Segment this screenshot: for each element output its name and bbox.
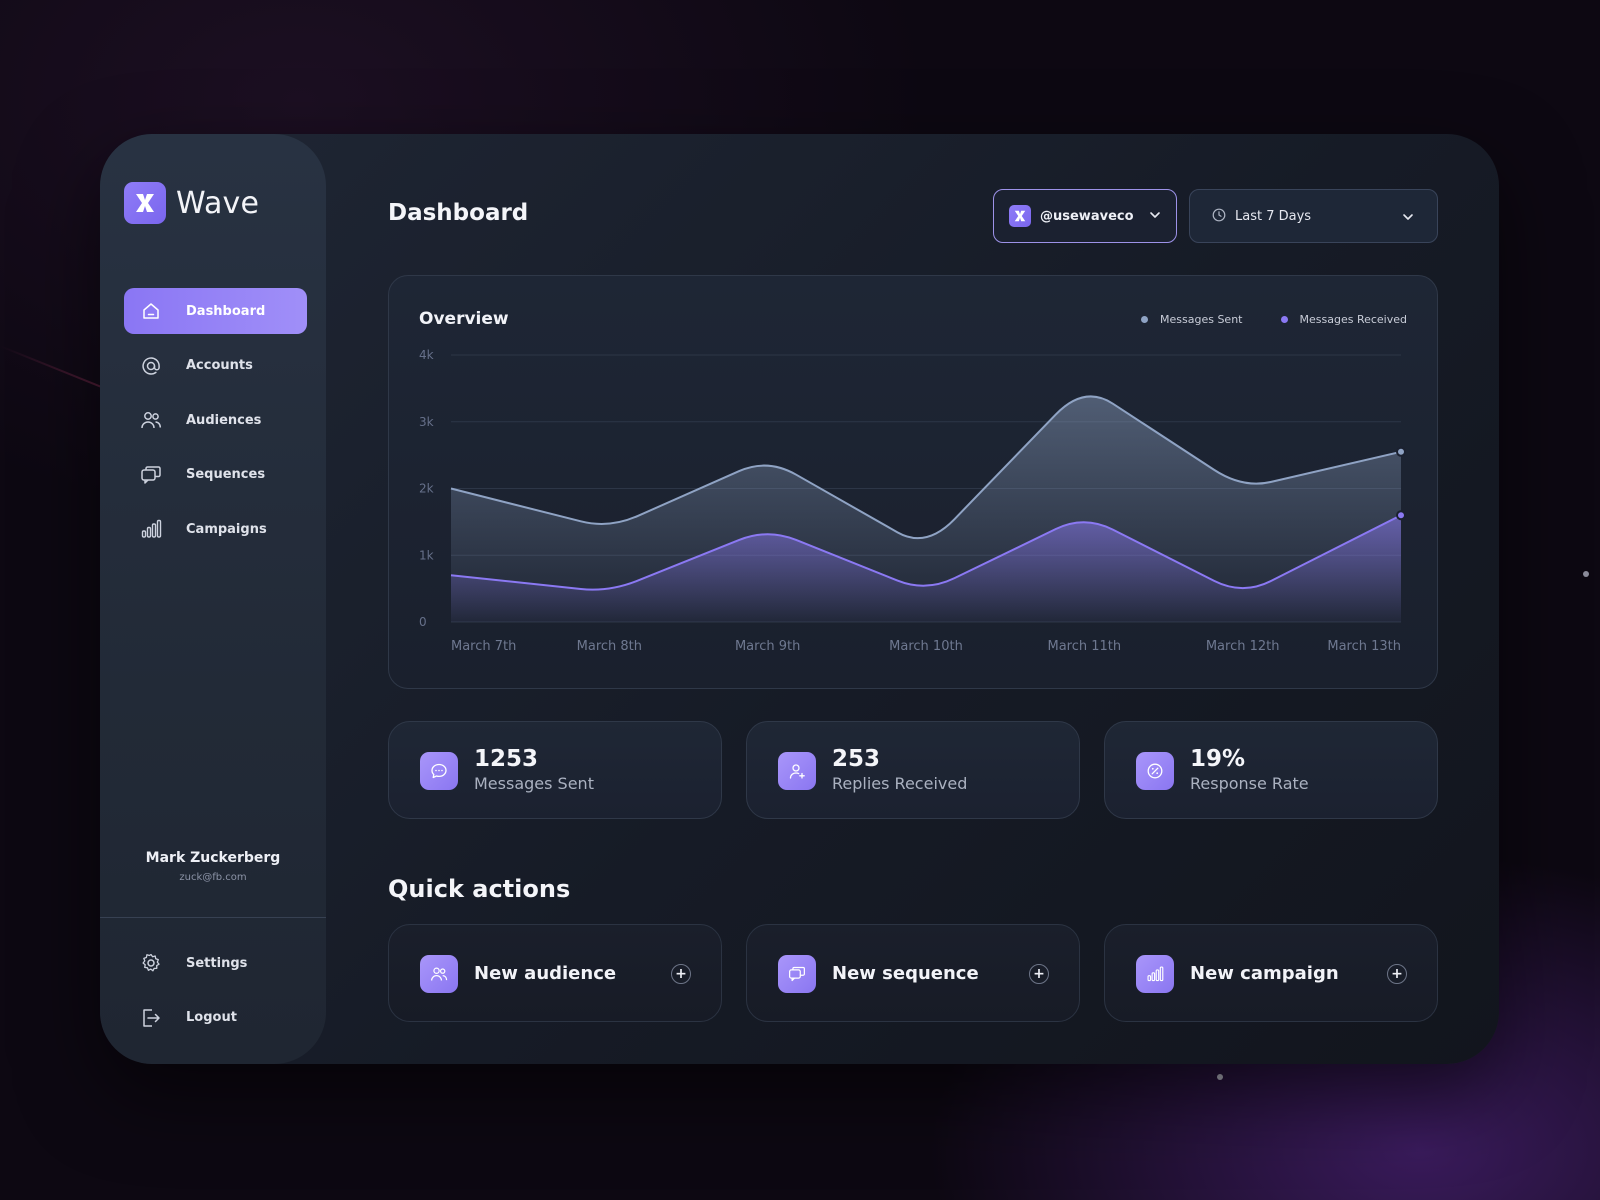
chat-bubble-icon	[420, 752, 458, 790]
overview-title: Overview	[419, 309, 509, 329]
stat-label: Replies Received	[832, 774, 968, 793]
data-point[interactable]	[1396, 510, 1406, 521]
sidebar-item-audiences[interactable]: Audiences	[124, 397, 307, 443]
new-campaign-button[interactable]: New campaign +	[1104, 924, 1438, 1022]
overview-chart: 0 1k 2k 3k 4k March 7th March 8th March 9th Marc…	[419, 348, 1406, 654]
y-tick-label: 3k	[419, 415, 434, 429]
plus-icon: +	[671, 964, 691, 984]
sidebar-bottom-nav: Settings Logout	[124, 940, 307, 1049]
quick-actions-title: Quick actions	[388, 875, 571, 903]
wave-logo-icon	[124, 182, 166, 224]
chevron-down-icon	[1148, 207, 1162, 226]
stat-card-response-rate: 19% Response Rate	[1104, 721, 1438, 819]
background-star	[1217, 1074, 1223, 1080]
clock-icon	[1212, 207, 1226, 226]
users-icon	[140, 409, 162, 431]
messages-icon	[778, 955, 816, 993]
sidebar-item-label: Sequences	[186, 467, 266, 482]
series-area	[451, 515, 1401, 622]
date-range-select[interactable]: Last 7 Days	[1189, 189, 1438, 243]
user-email: zuck@fb.com	[179, 872, 247, 883]
stat-card-replies-received: 253 Replies Received	[746, 721, 1080, 819]
background-streak	[0, 345, 112, 392]
stat-value: 1253	[474, 746, 539, 772]
sidebar-item-label: Logout	[186, 1010, 237, 1025]
account-select-value: @usewaveco	[1040, 208, 1134, 224]
legend-label: Messages Received	[1299, 313, 1408, 326]
x-tick-label: March 13th	[1327, 639, 1401, 654]
sidebar-nav: Dashboard Accounts Audiences Sequences	[124, 288, 307, 561]
background-star	[1583, 571, 1589, 577]
legend-dot	[1141, 316, 1149, 323]
quick-action-label: New sequence	[832, 963, 979, 984]
page-title: Dashboard	[388, 200, 529, 226]
y-tick-label: 0	[419, 615, 427, 629]
sidebar-item-sequences[interactable]: Sequences	[124, 452, 307, 498]
bar-chart-icon	[140, 518, 162, 540]
y-tick-label: 1k	[419, 548, 434, 562]
sidebar-item-label: Accounts	[186, 358, 253, 373]
x-tick-label: March 8th	[577, 639, 642, 654]
home-icon	[140, 300, 162, 322]
percent-icon	[1136, 752, 1174, 790]
x-tick-label: March 12th	[1206, 639, 1280, 654]
x-tick-label: March 9th	[735, 639, 800, 654]
app-window: Wave Dashboard Accounts Audiences	[100, 134, 1499, 1064]
sidebar-item-label: Audiences	[186, 412, 262, 428]
sidebar-item-logout[interactable]: Logout	[124, 995, 307, 1041]
legend-dot	[1280, 316, 1288, 323]
brand-name: Wave	[176, 185, 260, 221]
bar-chart-icon	[1136, 955, 1174, 993]
y-tick-label: 4k	[419, 348, 434, 362]
x-tick-label: March 7th	[451, 639, 516, 654]
chevron-down-icon	[1401, 209, 1415, 228]
plus-icon: +	[1387, 964, 1407, 984]
legend-item-messages-sent[interactable]: Messages Sent	[1141, 313, 1243, 326]
sidebar-item-settings[interactable]: Settings	[124, 940, 307, 986]
plus-icon: +	[1029, 964, 1049, 984]
sidebar-item-dashboard[interactable]: Dashboard	[124, 288, 307, 334]
sidebar-item-accounts[interactable]: Accounts	[124, 343, 307, 389]
quick-action-label: New audience	[474, 963, 617, 984]
account-select[interactable]: @usewaveco	[993, 189, 1177, 243]
sidebar-item-label: Campaigns	[186, 521, 267, 537]
chart-legend: Messages Sent Messages Received	[1103, 313, 1407, 326]
stat-label: Response Rate	[1190, 774, 1309, 793]
stat-value: 253	[832, 746, 881, 772]
sidebar-item-campaigns[interactable]: Campaigns	[124, 506, 307, 552]
at-sign-icon	[140, 355, 162, 377]
stat-value: 19%	[1190, 746, 1246, 772]
users-icon	[420, 955, 458, 993]
user-name: Mark Zuckerberg	[145, 850, 281, 866]
legend-item-messages-received[interactable]: Messages Received	[1280, 313, 1408, 326]
y-tick-label: 2k	[419, 482, 434, 496]
x-tick-label: March 10th	[889, 639, 963, 654]
sidebar-item-label: Settings	[186, 955, 248, 971]
legend-label: Messages Sent	[1160, 313, 1243, 326]
sidebar-divider	[100, 917, 326, 918]
brand[interactable]: Wave	[124, 182, 259, 224]
new-sequence-button[interactable]: New sequence +	[746, 924, 1080, 1022]
user-profile[interactable]: Mark Zuckerberg zuck@fb.com	[100, 850, 326, 883]
quick-action-label: New campaign	[1190, 963, 1339, 984]
wave-logo-icon	[1009, 205, 1031, 227]
gear-icon	[140, 952, 162, 974]
sidebar: Wave Dashboard Accounts Audiences	[100, 134, 326, 1064]
new-audience-button[interactable]: New audience +	[388, 924, 722, 1022]
overview-card: 0 1k 2k 3k 4k March 7th March 8th March 9th Marc…	[388, 275, 1438, 689]
user-plus-icon	[778, 752, 816, 790]
series-line[interactable]	[450, 395, 1402, 540]
stat-card-messages-sent: 1253 Messages Sent	[388, 721, 722, 819]
x-tick-label: March 11th	[1048, 639, 1122, 654]
data-point[interactable]	[1396, 446, 1406, 457]
logout-icon	[140, 1007, 162, 1029]
stat-label: Messages Sent	[474, 774, 594, 793]
date-range-value: Last 7 Days	[1235, 208, 1312, 224]
sidebar-item-label: Dashboard	[186, 303, 266, 319]
series-line[interactable]	[450, 514, 1402, 591]
messages-icon	[140, 464, 162, 486]
